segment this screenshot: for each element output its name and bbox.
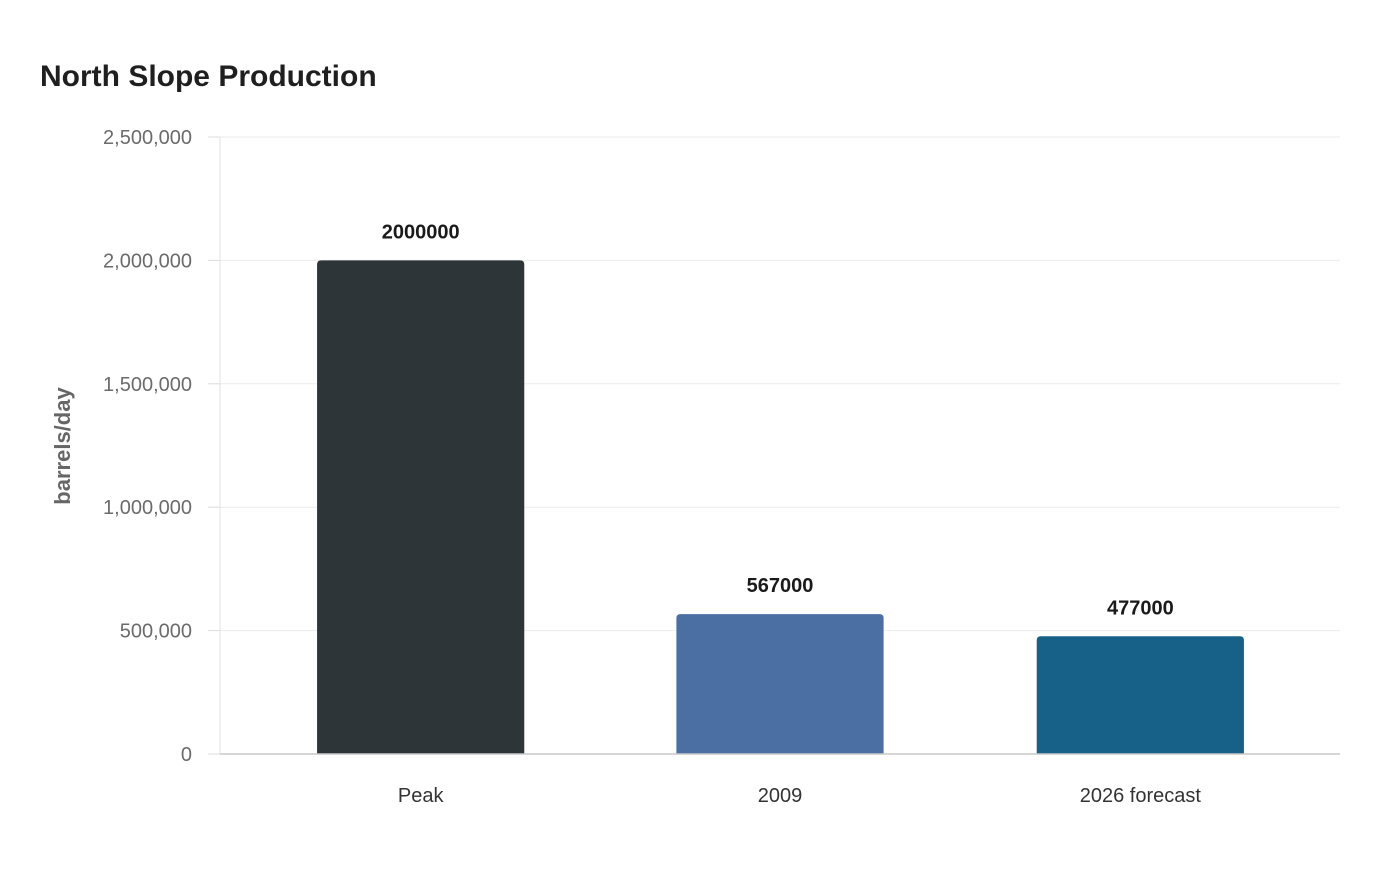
y-tick-label: 500,000 <box>120 621 192 643</box>
bars <box>317 260 1244 754</box>
y-tick-label: 1,500,000 <box>103 374 192 396</box>
y-axis-title: barrels/day <box>50 387 75 505</box>
data-labels: 2000000 567000 477000 <box>382 221 1174 619</box>
x-category-label: 2009 <box>758 785 803 807</box>
y-tick-label: 1,000,000 <box>103 497 192 519</box>
x-category-label: 2026 forecast <box>1080 785 1202 807</box>
y-tick-labels: 0 500,000 1,000,000 1,500,000 2,000,000 2,500… <box>103 127 192 766</box>
category-labels: Peak 2009 2026 forecast <box>398 785 1201 807</box>
data-label: 477000 <box>1107 597 1174 619</box>
y-tick-label: 0 <box>181 744 192 766</box>
y-tick-label: 2,500,000 <box>103 127 192 149</box>
data-label: 567000 <box>747 575 814 597</box>
data-label: 2000000 <box>382 221 460 243</box>
y-tick-label: 2,000,000 <box>103 250 192 272</box>
bar-2026-forecast <box>1036 636 1244 754</box>
x-category-label: Peak <box>398 785 445 807</box>
chart-title: North Slope Production <box>40 60 377 93</box>
bar-2009 <box>676 614 884 754</box>
bar-peak <box>317 260 525 754</box>
